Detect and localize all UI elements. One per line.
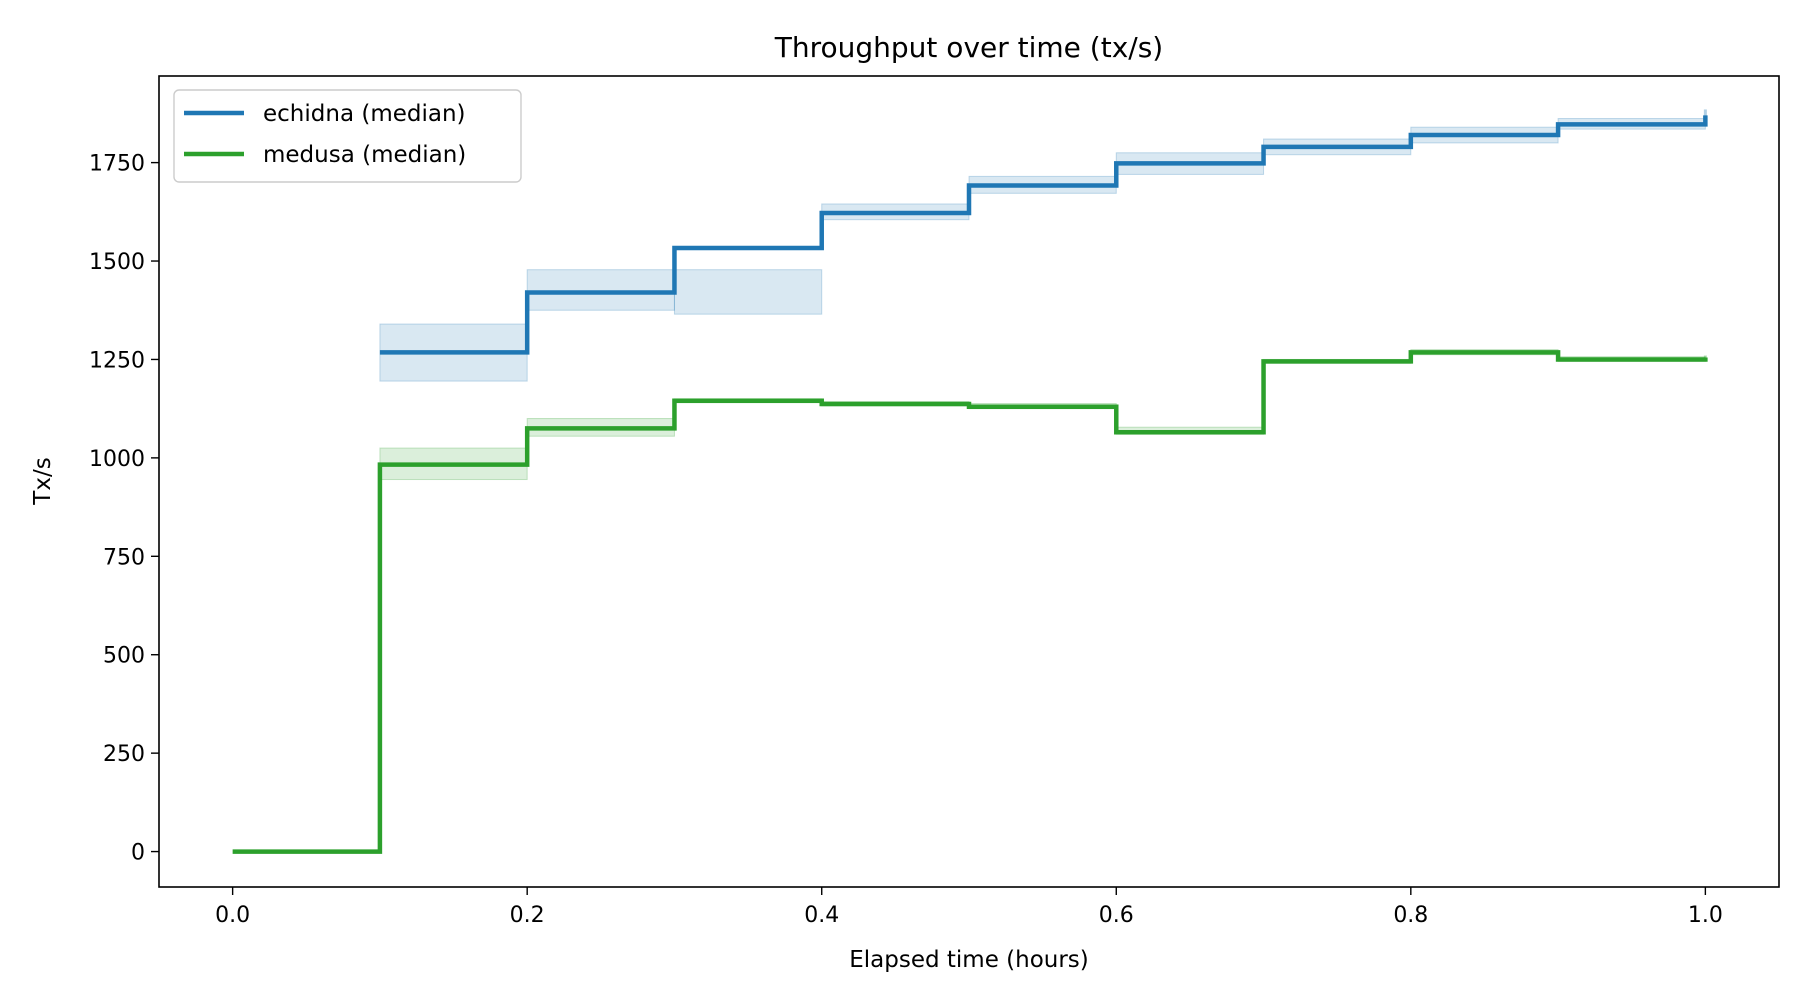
y-tick-label: 1750 <box>89 152 145 177</box>
y-tick-label: 1500 <box>89 250 145 275</box>
y-tick-label: 250 <box>103 742 145 767</box>
band-segment-echidna <box>526 269 675 311</box>
series-line-echidna <box>379 115 1708 355</box>
chart-title: Throughput over time (tx/s) <box>774 31 1163 64</box>
legend-box <box>173 89 522 183</box>
series-lines <box>232 115 1708 854</box>
x-tick-label: 1.0 <box>1688 903 1723 928</box>
y-axis-ticks: 0 250 500 750 1000 1250 1500 1750 <box>89 152 159 866</box>
confidence-bands <box>379 109 1707 481</box>
y-tick-label: 1000 <box>89 447 145 472</box>
x-tick-label: 0.2 <box>510 903 545 928</box>
y-tick-label: 0 <box>131 841 145 866</box>
y-tick-label: 750 <box>103 545 145 570</box>
y-axis-label: Tx/s <box>30 457 56 505</box>
plot-area <box>158 75 1780 888</box>
series-line-medusa <box>232 350 1708 854</box>
x-axis-ticks: 0.0 0.2 0.4 0.6 0.8 1.0 <box>215 887 1723 928</box>
legend-label-echidna: echidna (median) <box>263 101 466 127</box>
x-axis-label: Elapsed time (hours) <box>849 947 1089 973</box>
y-tick-label: 500 <box>103 644 145 669</box>
x-tick-label: 0.6 <box>1099 903 1134 928</box>
legend: echidna (median) medusa (median) <box>173 89 522 183</box>
x-tick-label: 0.0 <box>215 903 250 928</box>
legend-label-medusa: medusa (median) <box>263 142 466 168</box>
plot-frame <box>158 75 1780 888</box>
y-tick-label: 1250 <box>89 348 145 373</box>
band-segment-echidna <box>673 269 823 315</box>
x-tick-label: 0.8 <box>1393 903 1428 928</box>
x-tick-label: 0.4 <box>804 903 839 928</box>
